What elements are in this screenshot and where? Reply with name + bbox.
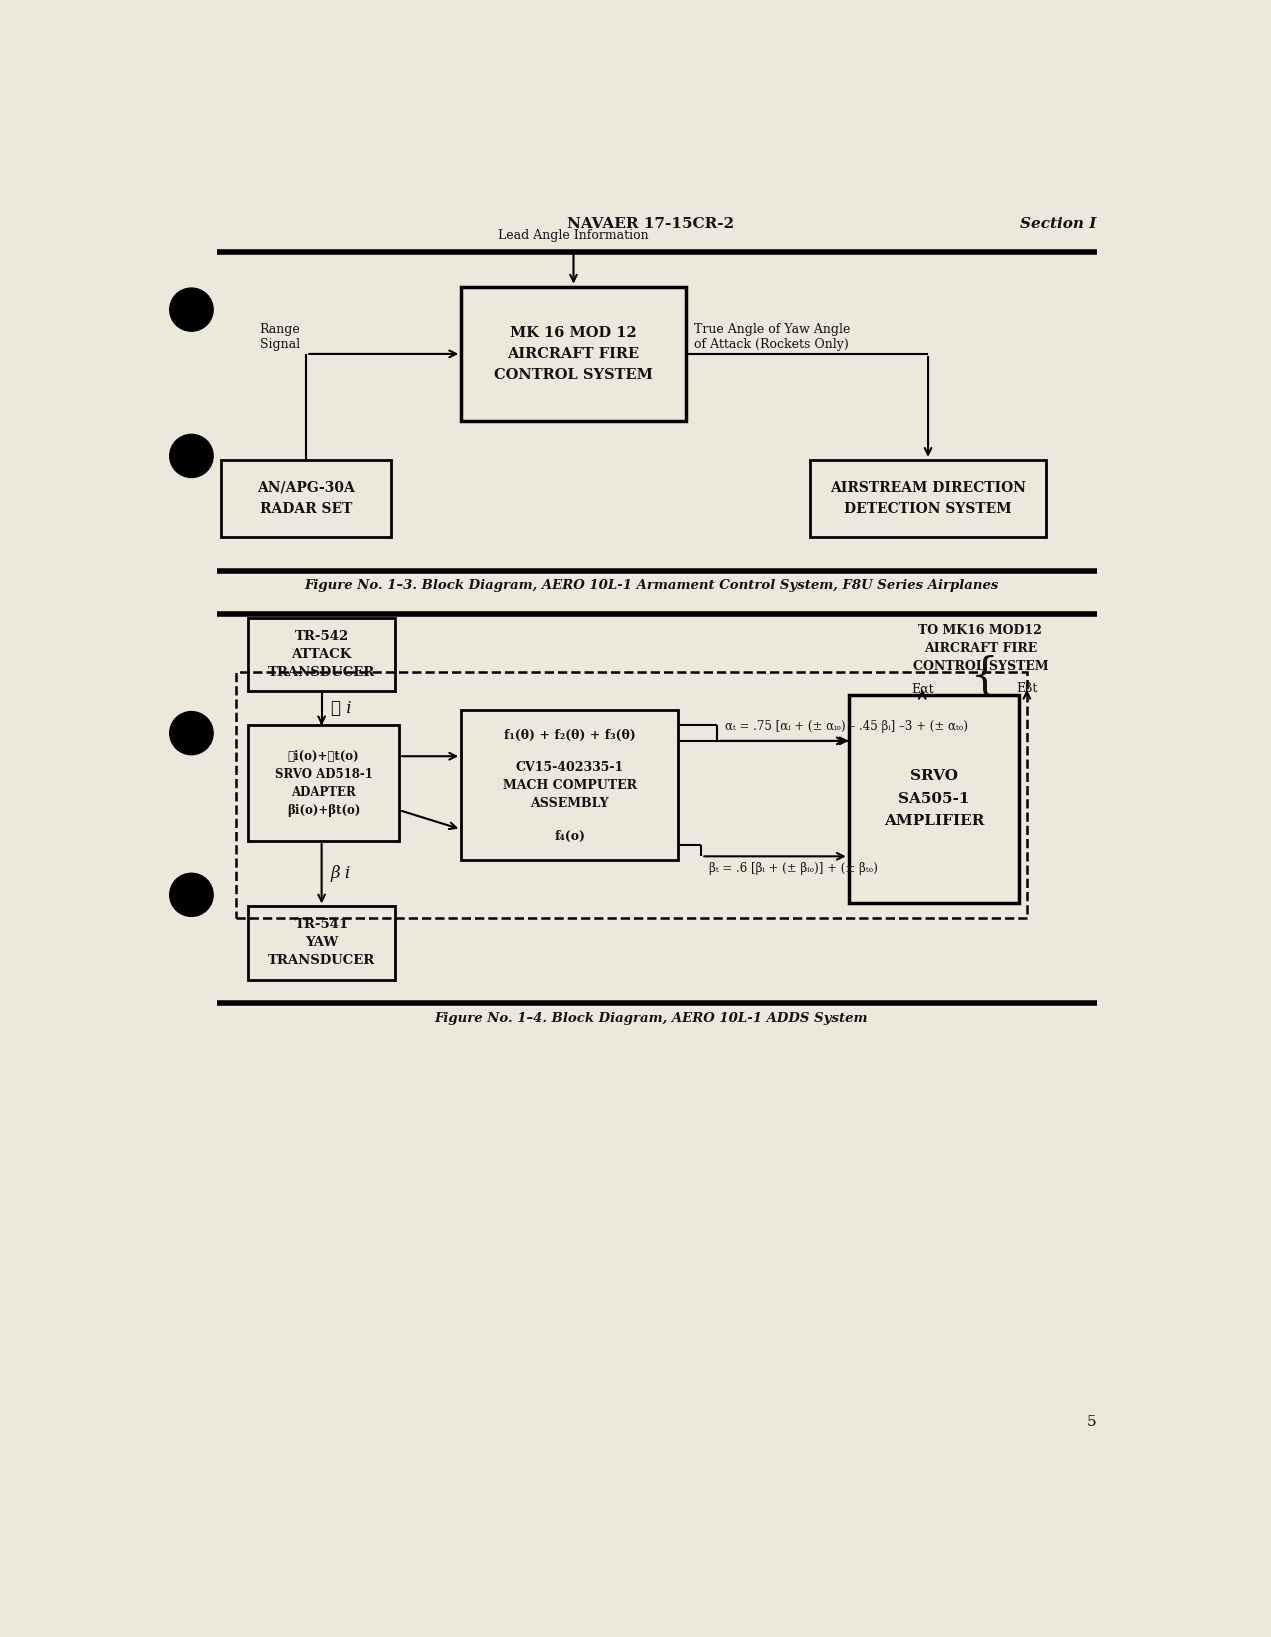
Text: β i: β i — [330, 866, 351, 882]
Text: βₜ = .6 [βᵢ + (± βᵢₒ)] + (± βₜₒ): βₜ = .6 [βᵢ + (± βᵢₒ)] + (± βₜₒ) — [709, 863, 878, 876]
Circle shape — [170, 288, 214, 331]
Text: ℒ i: ℒ i — [330, 699, 352, 717]
Text: f₄(o): f₄(o) — [554, 830, 585, 843]
Circle shape — [170, 873, 214, 917]
Text: AIRSTREAM DIRECTION
DETECTION SYSTEM: AIRSTREAM DIRECTION DETECTION SYSTEM — [830, 481, 1026, 516]
Text: Section I: Section I — [1021, 218, 1097, 231]
Text: AN/APG-30A
RADAR SET: AN/APG-30A RADAR SET — [257, 481, 355, 516]
Text: NAVAER 17-15CR-2: NAVAER 17-15CR-2 — [567, 218, 735, 231]
Text: f₁(θ) + f₂(θ) + f₃(θ): f₁(θ) + f₂(θ) + f₃(θ) — [503, 728, 636, 742]
Text: TR-541
YAW
TRANSDUCER: TR-541 YAW TRANSDUCER — [268, 918, 375, 967]
Text: Eαt: Eαt — [911, 683, 934, 696]
Text: ℒi(o)+ℒt(o)
SRVO AD518-1
ADAPTER
βi(o)+βt(o): ℒi(o)+ℒt(o) SRVO AD518-1 ADAPTER βi(o)+β… — [275, 750, 372, 817]
Text: True Angle of Yaw Angle
of Attack (Rockets Only): True Angle of Yaw Angle of Attack (Rocke… — [694, 322, 850, 350]
Text: Range
Signal: Range Signal — [259, 322, 300, 350]
Circle shape — [170, 434, 214, 478]
Text: 5: 5 — [1087, 1416, 1097, 1429]
Text: SRVO
SA505-1
AMPLIFIER: SRVO SA505-1 AMPLIFIER — [883, 769, 984, 828]
Text: Eβt: Eβt — [1017, 683, 1037, 696]
Text: Figure No. 1–3. Block Diagram, AERO 10L-1 Armament Control System, F8U Series Ai: Figure No. 1–3. Block Diagram, AERO 10L-… — [304, 579, 998, 593]
Text: MK 16 MOD 12
AIRCRAFT FIRE
CONTROL SYSTEM: MK 16 MOD 12 AIRCRAFT FIRE CONTROL SYSTE… — [494, 326, 653, 381]
Text: TO MK16 MOD12
AIRCRAFT FIRE
CONTROL SYSTEM: TO MK16 MOD12 AIRCRAFT FIRE CONTROL SYST… — [913, 624, 1049, 673]
Text: TR-542
ATTACK
TRANSDUCER: TR-542 ATTACK TRANSDUCER — [268, 630, 375, 679]
Text: Lead Angle Information: Lead Angle Information — [498, 229, 648, 242]
Text: }: } — [961, 652, 989, 694]
Text: Figure No. 1–4. Block Diagram, AERO 10L-1 ADDS System: Figure No. 1–4. Block Diagram, AERO 10L-… — [435, 1012, 868, 1025]
Text: CV15-402335-1
MACH COMPUTER
ASSEMBLY: CV15-402335-1 MACH COMPUTER ASSEMBLY — [502, 761, 637, 810]
Text: αₜ = .75 [αᵢ + (± αᵢₒ) – .45 βᵢ] –3 + (± αₜₒ): αₜ = .75 [αᵢ + (± αᵢₒ) – .45 βᵢ] –3 + (±… — [724, 720, 967, 733]
Circle shape — [170, 712, 214, 755]
